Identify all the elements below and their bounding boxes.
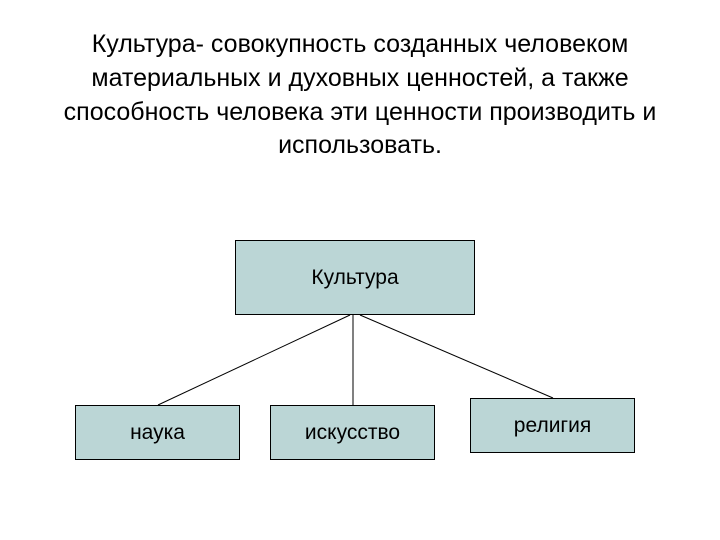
edge-root-n1 [158,315,350,405]
page-title: Культура- совокупность созданных человек… [50,28,670,163]
node-n3: религия [470,398,635,453]
edge-root-n3 [360,315,553,398]
node-n1: наука [75,405,240,460]
tree-diagram: Культура наука искусство религия [0,240,720,500]
node-n3-label: религия [514,414,591,438]
node-root-label: Культура [311,266,398,290]
node-n1-label: наука [130,421,185,445]
node-n2-label: искусство [305,421,400,445]
node-n2: искусство [270,405,435,460]
node-root: Культура [235,240,475,315]
